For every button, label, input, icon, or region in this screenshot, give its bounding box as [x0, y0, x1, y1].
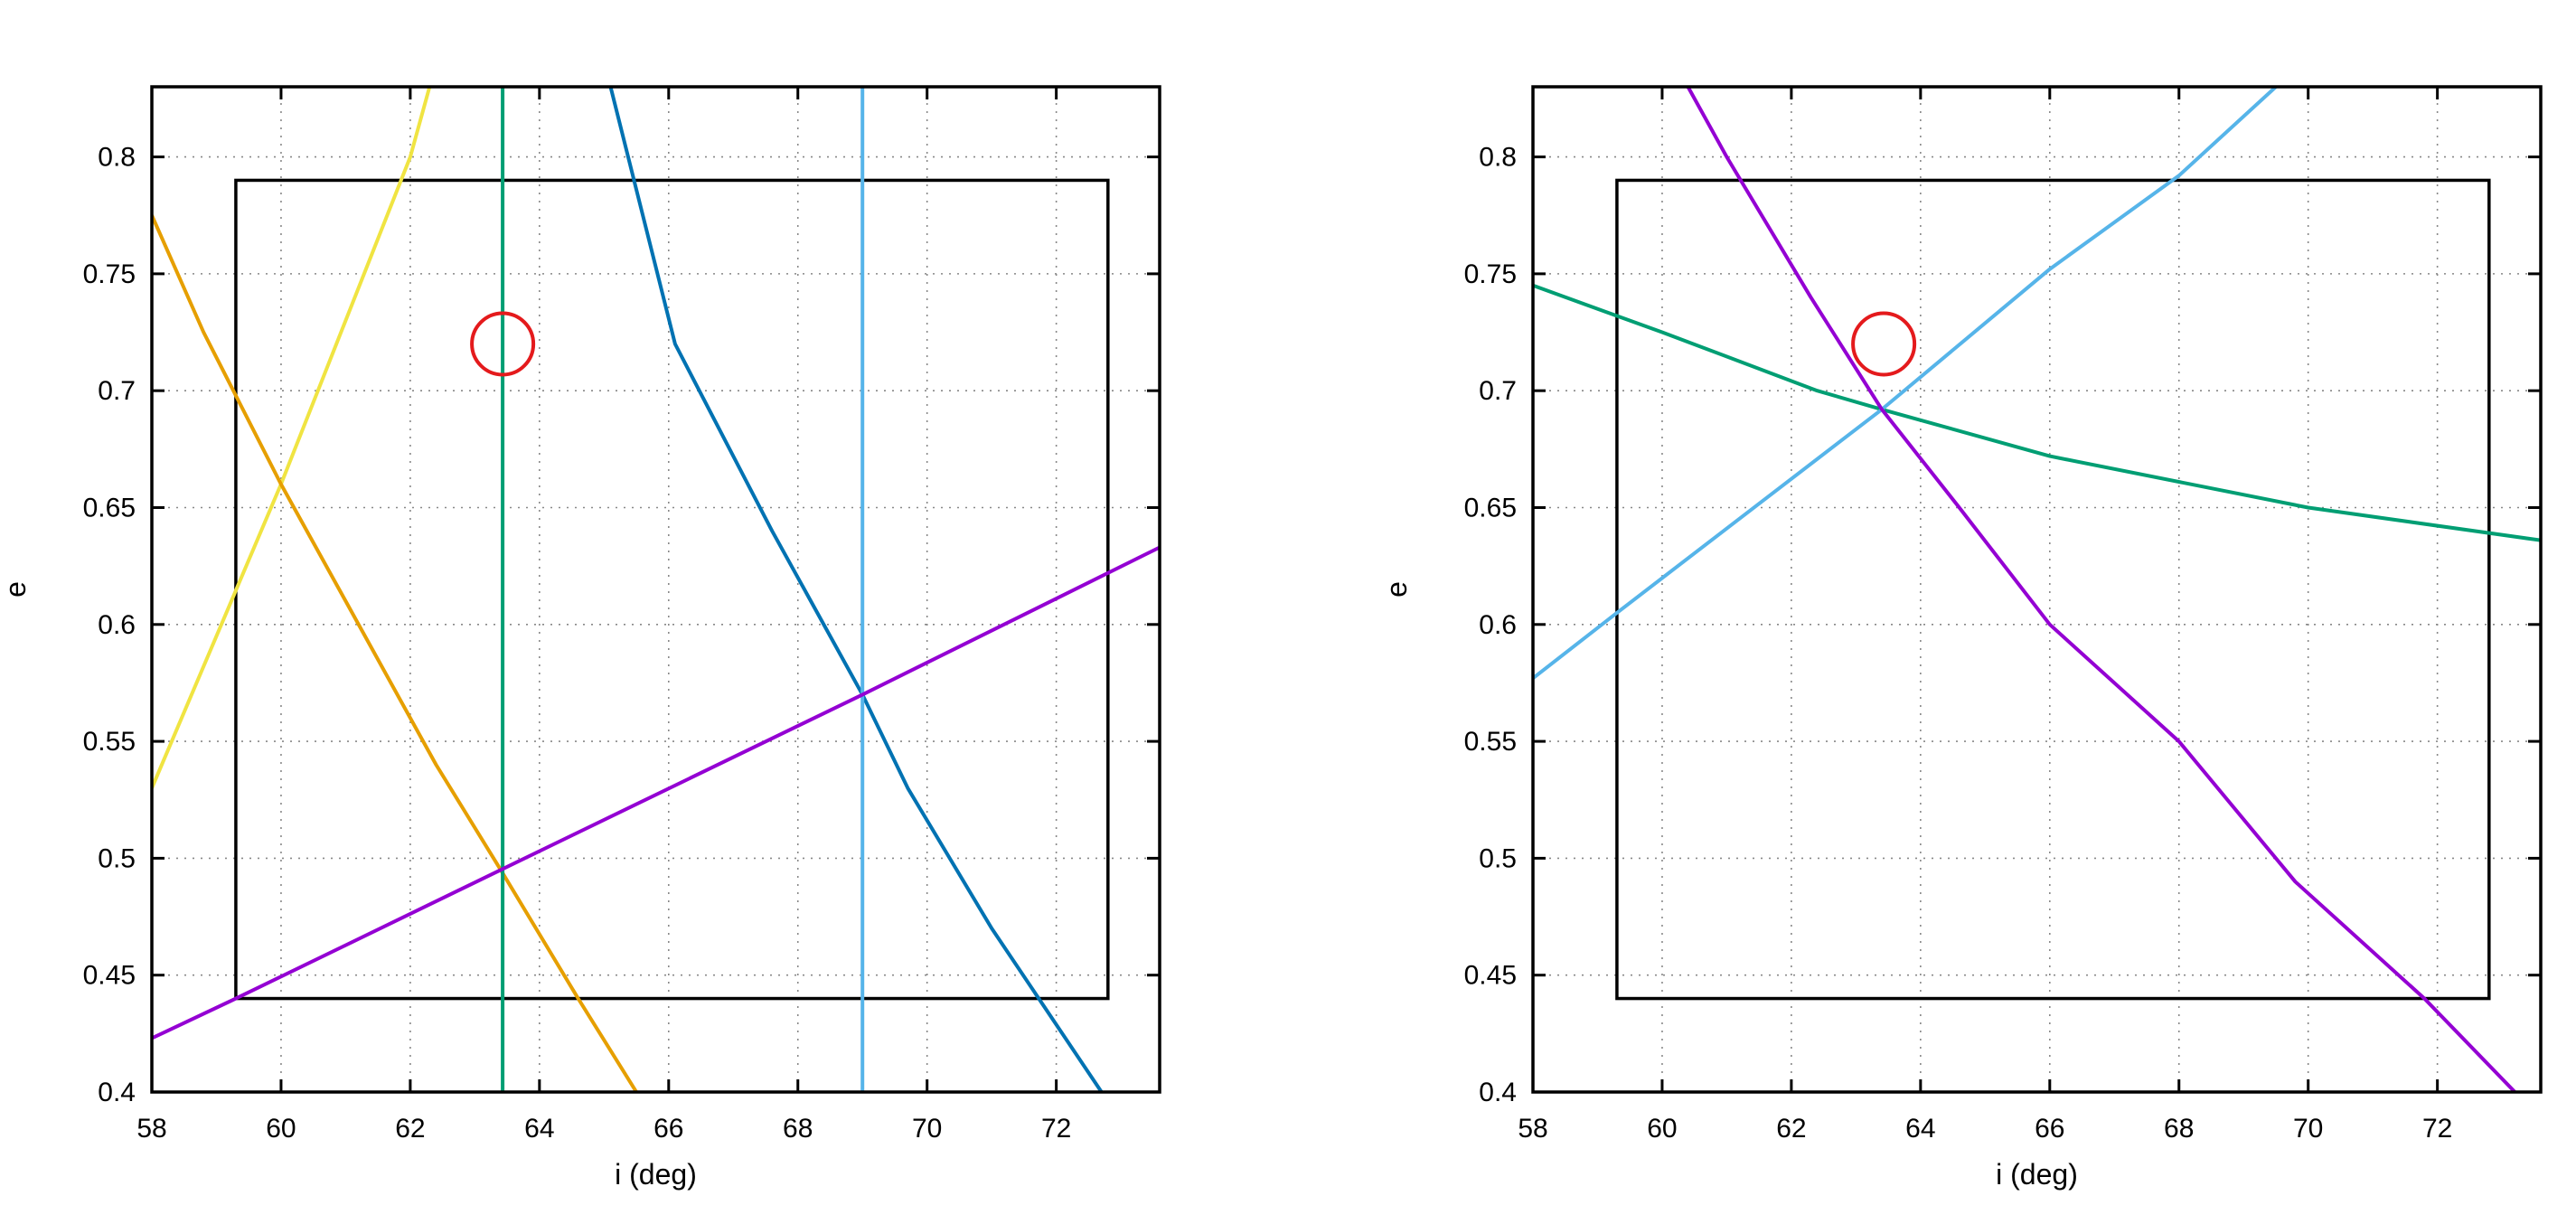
- x-tick-label: 70: [912, 1114, 942, 1144]
- series-line-3: [1686, 87, 2516, 1092]
- y-tick-label: 0.55: [83, 727, 136, 757]
- y-tick-label: 0.6: [98, 610, 136, 640]
- y-tick-label: 0.45: [83, 961, 136, 991]
- y-tick-label: 0.4: [1479, 1078, 1517, 1107]
- chart-panel-2: 58 60 62 64 66 68 70 72 0.4 0.45 0.5 0.55 0.6 0.65 0.7…: [1380, 85, 2543, 1191]
- x-tick-label: 68: [2164, 1114, 2194, 1144]
- x-tick-label: 66: [2035, 1114, 2064, 1144]
- x-axis-label: i (deg): [615, 1158, 697, 1191]
- x-tick-label: 72: [2422, 1114, 2452, 1144]
- x-axis-label: i (deg): [1996, 1158, 2078, 1191]
- y-axis-label: e: [1380, 581, 1413, 598]
- x-tick-label: 58: [136, 1114, 166, 1144]
- x-tick-label: 62: [1776, 1114, 1806, 1144]
- y-tick-label: 0.65: [1464, 493, 1517, 523]
- x-tick-label: 60: [1647, 1114, 1677, 1144]
- axes-frame: [1531, 85, 2543, 1094]
- chart-panel-1: 58 60 62 64 66 68 70 72 0.4 0.45 0.5 0.55 0.6 0.65 0.7…: [0, 85, 1161, 1191]
- y-tick-label: 0.8: [1479, 143, 1517, 173]
- y-tick-label: 0.55: [1464, 727, 1517, 757]
- series-line-6: [152, 545, 1160, 1040]
- x-tick-label: 62: [395, 1114, 425, 1144]
- series-group: [1533, 87, 2541, 1092]
- series-line-2: [1533, 87, 2278, 680]
- reference-box: [1615, 178, 2491, 1001]
- y-tick-label: 0.65: [83, 493, 136, 523]
- series-group: [152, 87, 1160, 1092]
- series-line-2: [152, 214, 638, 1092]
- y-tick-label: 0.75: [1464, 259, 1517, 289]
- x-tick-label: 72: [1041, 1114, 1071, 1144]
- y-tick-label: 0.8: [98, 143, 136, 173]
- x-tick-label: 60: [266, 1114, 296, 1144]
- marker-circle: [470, 311, 536, 377]
- x-tick-label: 58: [1518, 1114, 1547, 1144]
- series-line-1: [152, 87, 432, 789]
- y-tick-label: 0.7: [1479, 376, 1517, 406]
- y-tick-label: 0.7: [98, 376, 136, 406]
- y-tick-label: 0.5: [1479, 843, 1517, 873]
- y-tick-label: 0.4: [98, 1078, 136, 1107]
- y-tick-label: 0.45: [1464, 961, 1517, 991]
- x-tick-label: 68: [783, 1114, 813, 1144]
- y-tick-label: 0.5: [98, 843, 136, 873]
- y-tick-label: 0.6: [1479, 610, 1517, 640]
- marker-circle: [1851, 311, 1917, 377]
- x-tick-label: 64: [524, 1114, 554, 1144]
- y-tick-label: 0.75: [83, 259, 136, 289]
- x-tick-label: 66: [653, 1114, 683, 1144]
- y-axis-label: e: [0, 581, 32, 598]
- axes-frame: [150, 85, 1161, 1094]
- x-tick-label: 64: [1905, 1114, 1935, 1144]
- x-tick-label: 70: [2293, 1114, 2323, 1144]
